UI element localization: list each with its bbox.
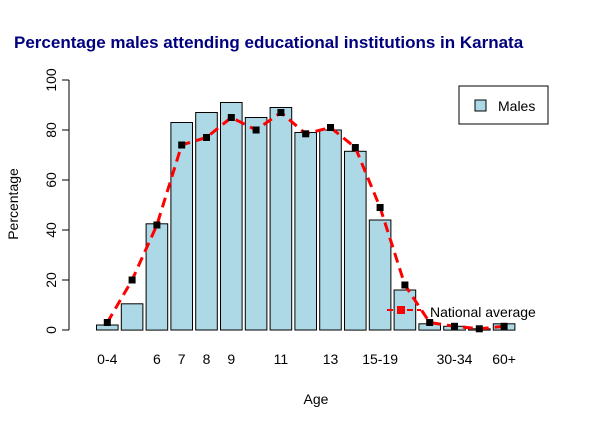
- y-tick-label-80: 80: [43, 122, 59, 138]
- national-average-point-12: [302, 130, 310, 138]
- bar-7: [170, 122, 193, 331]
- bar-group: [96, 102, 516, 331]
- national-average-point-15-19: [376, 204, 384, 211]
- x-tick-label-60+: 60+: [492, 351, 516, 367]
- national-average-point-7: [178, 141, 186, 149]
- x-axis-tick-labels: 0-4 6 7 8 9 11 13 15-19 30-34 60+: [97, 351, 516, 367]
- x-tick-label-7: 7: [178, 351, 186, 367]
- national-average-point-30-34: [451, 322, 458, 330]
- legend: Males: [458, 85, 549, 125]
- national-average-point-0-4: [103, 319, 111, 326]
- national-average-point-35-59: [475, 325, 483, 333]
- annotation-label: National average: [430, 304, 536, 320]
- legend-label-males: Males: [498, 98, 535, 114]
- bar-8: [195, 112, 218, 331]
- national-average-point-14: [351, 144, 359, 151]
- bar-11: [269, 107, 293, 331]
- x-tick-label-8: 8: [203, 351, 211, 367]
- x-axis-label: Age: [304, 391, 329, 407]
- y-tick-label-100: 100: [43, 68, 59, 92]
- y-axis-label: Percentage: [5, 168, 21, 240]
- y-tick-label-0: 0: [43, 326, 59, 334]
- x-tick-label-15-19: 15-19: [362, 351, 398, 367]
- bar-13: [319, 129, 342, 331]
- x-tick-label-0-4: 0-4: [97, 351, 117, 367]
- national-average-point-20-24: [401, 281, 409, 289]
- national-average-point-13: [327, 124, 334, 131]
- national-average-layer: [103, 109, 508, 333]
- national-average-point-25-29: [426, 319, 434, 326]
- bar-10: [244, 117, 268, 331]
- national-average-point-6: [153, 221, 161, 229]
- legend-box: [458, 85, 549, 125]
- x-tick-label-6: 6: [153, 351, 161, 367]
- legend-swatch-males: [474, 99, 487, 112]
- national-average-point-8: [203, 134, 210, 141]
- x-tick-label-9: 9: [227, 351, 235, 367]
- national-average-point-11: [277, 109, 285, 116]
- bar-15-19: [368, 219, 392, 331]
- bar-5: [120, 303, 144, 331]
- national-average-point-5: [128, 276, 136, 284]
- x-tick-label-13: 13: [323, 351, 339, 367]
- x-tick-label-11: 11: [274, 351, 289, 367]
- annotation-marker: [397, 306, 405, 314]
- y-tick-label-40: 40: [43, 222, 59, 238]
- bar-14: [344, 150, 367, 331]
- national-average-point-60+: [500, 322, 508, 330]
- chart-title: Percentage males attending educational i…: [14, 33, 524, 52]
- bar-9: [220, 102, 243, 331]
- x-tick-label-30-34: 30-34: [437, 351, 473, 367]
- y-tick-label-20: 20: [43, 272, 59, 288]
- national-average-annotation: National average: [387, 304, 536, 320]
- y-tick-label-60: 60: [43, 172, 59, 188]
- national-average-point-10: [252, 126, 260, 134]
- y-axis: 0 20 40 60 80 100: [43, 68, 70, 334]
- bar-6: [145, 223, 169, 331]
- bar-12: [294, 132, 317, 331]
- national-average-point-9: [227, 114, 235, 121]
